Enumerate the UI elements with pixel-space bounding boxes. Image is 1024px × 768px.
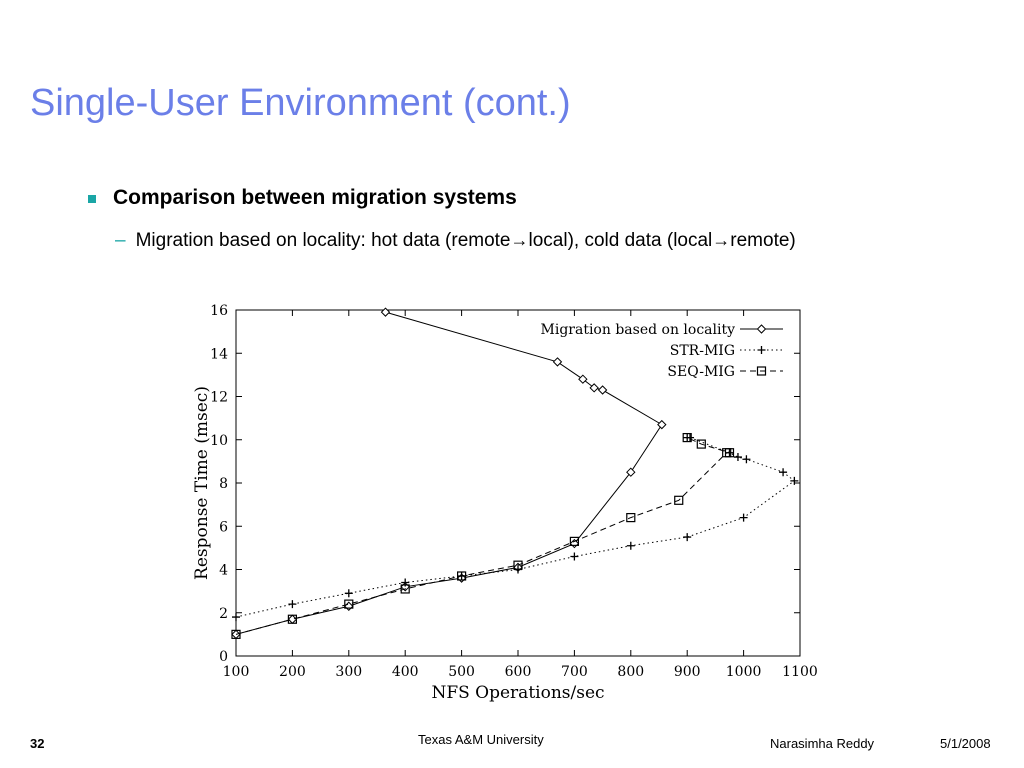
footer-date: 5/1/2008: [940, 736, 991, 751]
slide-title: Single-User Environment (cont.): [30, 82, 571, 124]
data-point-series-3: [457, 571, 467, 581]
y-tick-label: 8: [219, 476, 228, 492]
x-tick-label: 200: [279, 664, 306, 680]
data-point-series-3: [513, 560, 523, 570]
y-tick-label: 14: [210, 346, 228, 362]
data-point-series-1: [287, 614, 298, 624]
data-point-series-1: [552, 357, 563, 367]
data-point-series-1: [344, 601, 354, 611]
bullet2-suffix: remote): [730, 230, 796, 251]
x-tick-label: 700: [561, 664, 588, 680]
data-point-series-1: [597, 385, 608, 395]
data-point-series-3: [696, 439, 706, 449]
y-tick-label: 12: [210, 390, 228, 406]
bullet-level1: Comparison between migration systems: [88, 186, 517, 210]
data-point-series-2: [344, 589, 353, 598]
x-tick-label: 500: [448, 664, 475, 680]
legend-marker: [756, 324, 767, 334]
x-tick-label: 300: [335, 664, 362, 680]
series-line-2: [235, 437, 796, 618]
data-point-series-2: [742, 455, 751, 464]
data-point-series-3: [400, 584, 410, 594]
data-point-series-3: [724, 448, 735, 458]
data-point-series-3: [569, 536, 579, 546]
data-point-series-2: [733, 453, 742, 462]
x-axis-label: NFS Operations/sec: [431, 683, 604, 703]
data-point-series-2: [739, 513, 748, 522]
y-tick-label: 2: [219, 606, 228, 622]
y-axis-label: Response Time (msec): [192, 386, 212, 580]
dash-bullet-icon: –: [115, 230, 126, 251]
plot-frame: [235, 309, 801, 657]
legend-marker: [757, 346, 766, 354]
series-line-1: [235, 311, 663, 635]
chart-container: 100 200 300 400 500 600 700 800 900 1000 1100 0 2 4 6 8…: [185, 296, 825, 706]
x-tick-label: 800: [617, 664, 644, 680]
x-tick-label: 1000: [726, 664, 762, 680]
legend-label: STR-MIG: [670, 343, 735, 359]
y-tick-label: 6: [219, 519, 228, 535]
footer-university: Texas A&M University: [418, 732, 544, 747]
data-point-series-1: [626, 467, 636, 477]
data-point-series-3: [231, 629, 241, 639]
data-point-series-2: [790, 476, 799, 485]
data-point-series-3: [674, 495, 684, 505]
y-tick-label: 16: [210, 303, 228, 319]
bullet2-prefix: Migration based on locality: hot data (r…: [135, 230, 511, 251]
bullet-level2: – Migration based on locality: hot data (…: [115, 230, 796, 252]
legend-label: SEQ-MIG: [667, 364, 735, 380]
data-point-series-1: [380, 307, 391, 317]
y-tick-label: 4: [219, 563, 228, 579]
x-tick-label: 600: [505, 664, 532, 680]
data-point-series-2: [626, 541, 635, 550]
right-arrow-icon: →: [712, 230, 731, 250]
x-tick-label: 1100: [782, 664, 818, 680]
data-point-series-2: [683, 533, 692, 542]
square-bullet-icon: [88, 195, 96, 203]
data-point-series-2: [683, 433, 692, 442]
y-tick-label: 0: [219, 649, 228, 665]
x-tick-label: 100: [223, 664, 250, 680]
data-point-series-3: [682, 432, 692, 443]
legend-label: Migration based on locality: [541, 322, 736, 338]
footer-author: Narasimha Reddy: [770, 736, 875, 751]
data-point-series-2: [570, 552, 579, 561]
x-tick-label: 900: [674, 664, 701, 680]
data-point-series-3: [287, 614, 298, 624]
data-point-series-2: [288, 600, 297, 609]
data-point-series-3: [626, 513, 636, 523]
legend-marker: [756, 366, 767, 376]
bullet2-middle: local), cold data (local: [528, 230, 713, 251]
data-point-series-3: [344, 599, 354, 609]
y-tick-label: 10: [210, 433, 228, 449]
data-point-series-1: [578, 374, 588, 384]
data-point-series-1: [657, 419, 667, 430]
data-point-series-2: [232, 613, 240, 622]
series-line-3: [235, 437, 730, 635]
page-number: 32: [30, 736, 45, 751]
data-point-series-1: [589, 383, 599, 393]
right-arrow-icon: →: [510, 230, 529, 250]
response-time-chart: 100 200 300 400 500 600 700 800 900 1000 1100 0 2 4 6 8…: [192, 303, 818, 703]
data-point-series-2: [779, 468, 788, 477]
x-tick-label: 400: [392, 664, 419, 680]
bullet-level1-text: Comparison between migration systems: [113, 186, 517, 209]
